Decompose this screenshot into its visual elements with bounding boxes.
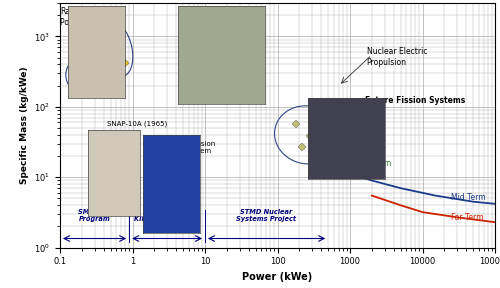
- X-axis label: Power (kWe): Power (kWe): [242, 272, 312, 282]
- Text: Mid Term: Mid Term: [452, 193, 486, 202]
- Text: Radioisotope
Power Systems: Radioisotope Power Systems: [60, 7, 118, 27]
- Text: Future Fission Systems: Future Fission Systems: [365, 96, 465, 105]
- Text: Far Term: Far Term: [452, 213, 484, 222]
- Text: Fission Surface
Power: Fission Surface Power: [200, 7, 258, 27]
- Text: SMD/STMD
Kilopower Project: SMD/STMD Kilopower Project: [134, 209, 200, 222]
- Text: STMD Nuclear
Systems Project: STMD Nuclear Systems Project: [236, 209, 296, 222]
- Y-axis label: Specific Mass (kg/kWe): Specific Mass (kg/kWe): [20, 67, 28, 184]
- Text: SMD RPS
Program: SMD RPS Program: [78, 209, 112, 222]
- Text: Near Term: Near Term: [352, 159, 391, 168]
- Text: kW-Class Fission
Power System: kW-Class Fission Power System: [158, 141, 215, 154]
- Text: SNAP-10A (1965): SNAP-10A (1965): [108, 120, 168, 127]
- Text: Nuclear Electric
Propulsion: Nuclear Electric Propulsion: [366, 48, 427, 67]
